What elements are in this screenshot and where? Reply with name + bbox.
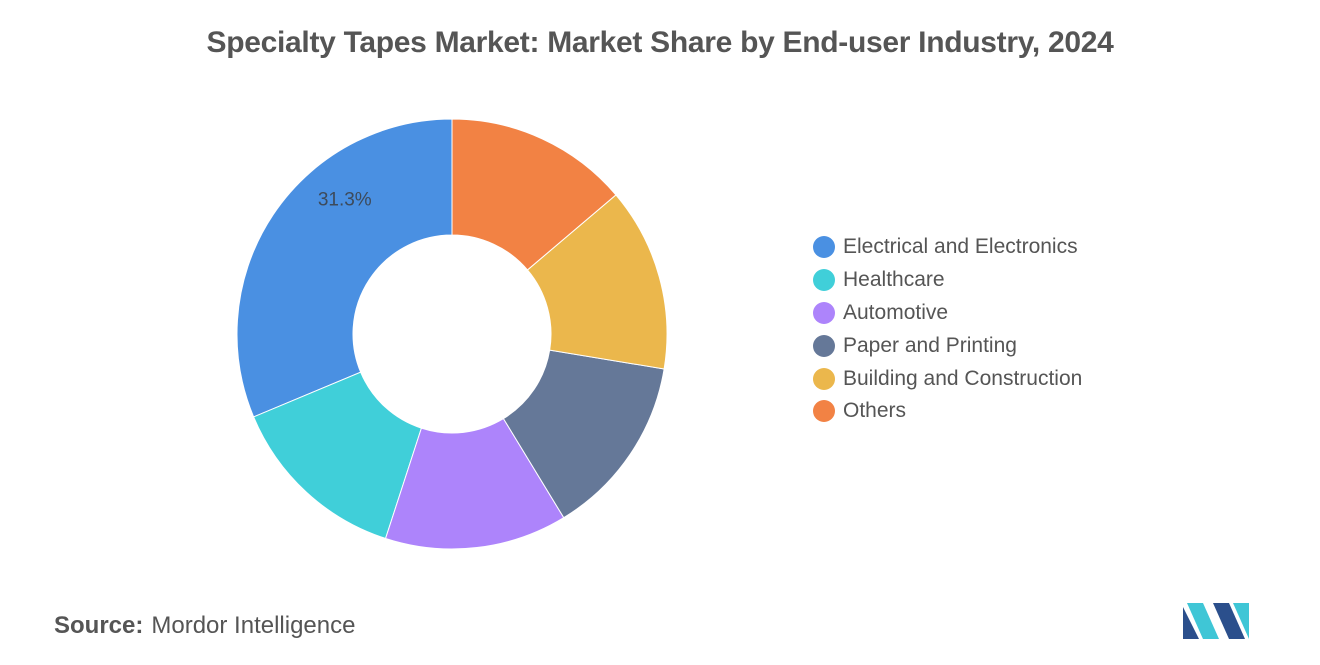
donut-slice-building-and-construction	[526, 194, 668, 370]
chart-title: Specialty Tapes Market: Market Share by …	[206, 26, 1114, 59]
legend-label: Paper and Printing	[843, 333, 1017, 357]
legend-label: Electrical and Electronics	[843, 235, 1078, 259]
legend-item: Building and Construction	[813, 362, 1082, 395]
legend-item: Healthcare	[813, 264, 1082, 297]
legend-swatch	[813, 367, 835, 390]
donut-slice-paper-and-printing	[502, 349, 665, 519]
donut-slice-others	[451, 118, 617, 271]
legend-item: Automotive	[813, 297, 1082, 330]
legend-item: Electrical and Electronics	[813, 231, 1082, 264]
legend-label: Building and Construction	[843, 366, 1083, 390]
legend-item: Paper and Printing	[813, 329, 1082, 362]
legend: Electrical and Electronics Healthcare Auto…	[813, 231, 1082, 428]
legend-item: Others	[813, 395, 1082, 428]
legend-swatch	[813, 334, 835, 357]
source-note: Source: Mordor Intelligence	[54, 612, 355, 640]
donut-slice-healthcare	[252, 371, 423, 540]
source-text: Mordor Intelligence	[151, 612, 356, 639]
legend-swatch	[813, 269, 835, 292]
slice-data-label: 31.3%	[318, 189, 372, 210]
donut-chart: 31.3%	[236, 118, 668, 550]
donut-slice-automotive	[384, 417, 565, 550]
legend-label: Healthcare	[843, 268, 945, 292]
mordor-intelligence-logo-icon	[1183, 603, 1249, 639]
donut-slice-electrical-and-electronics	[236, 118, 453, 418]
legend-label: Automotive	[843, 300, 949, 324]
source-label: Source:	[54, 612, 144, 639]
legend-label: Others	[843, 399, 907, 423]
legend-swatch	[813, 301, 835, 324]
legend-swatch	[813, 236, 835, 259]
legend-swatch	[813, 400, 835, 423]
